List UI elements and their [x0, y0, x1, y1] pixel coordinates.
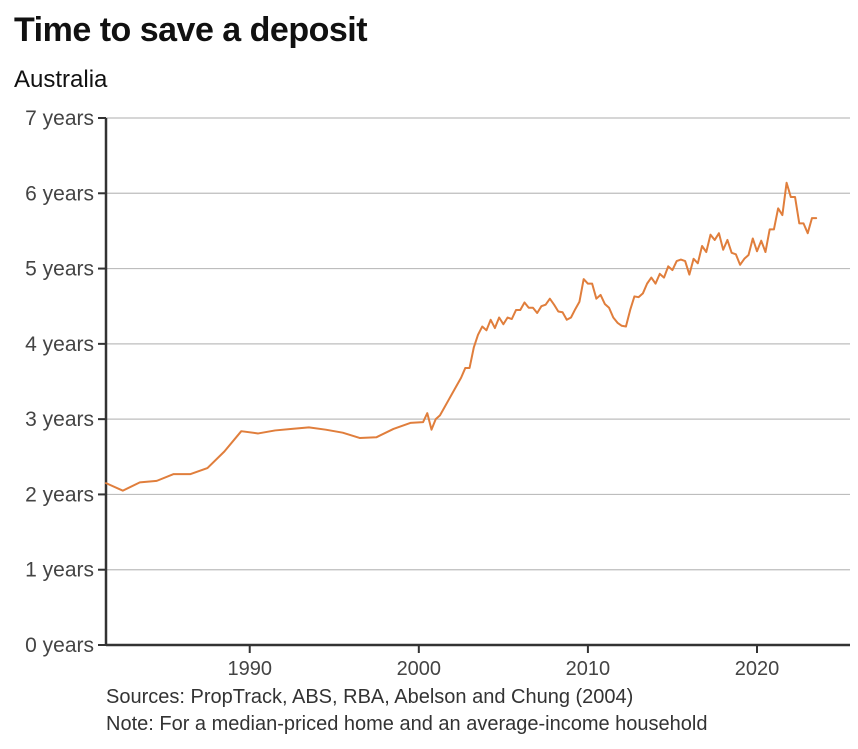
series-layer: [105, 181, 818, 492]
x-tick-label: 2010: [566, 658, 611, 680]
x-tick-label: 2000: [397, 658, 442, 680]
y-tick-label: 7 years: [25, 107, 94, 130]
y-tick-label: 6 years: [25, 182, 94, 205]
y-tick-label: 0 years: [25, 634, 94, 657]
y-tick-label: 5 years: [25, 258, 94, 281]
gridlines: [106, 117, 850, 571]
y-tick-label: 2 years: [25, 483, 94, 506]
axes: 0 years 1 years 2 years 3 years 4 years 5 yea…: [25, 107, 850, 680]
sources-note: Sources: PropTrack, ABS, RBA, Abelson an…: [106, 686, 634, 708]
x-tick-label: 1990: [227, 658, 272, 680]
y-tick-label: 4 years: [25, 333, 94, 356]
y-tick-label: 1 years: [25, 559, 94, 582]
x-tick-label: 2020: [735, 658, 780, 680]
chart-title: Time to save a deposit: [14, 11, 368, 49]
methodology-note: Note: For a median-priced home and an av…: [106, 713, 708, 735]
chart-subtitle: Australia: [14, 66, 108, 93]
y-tick-label: 3 years: [25, 408, 94, 431]
series-line-0: [105, 181, 818, 492]
